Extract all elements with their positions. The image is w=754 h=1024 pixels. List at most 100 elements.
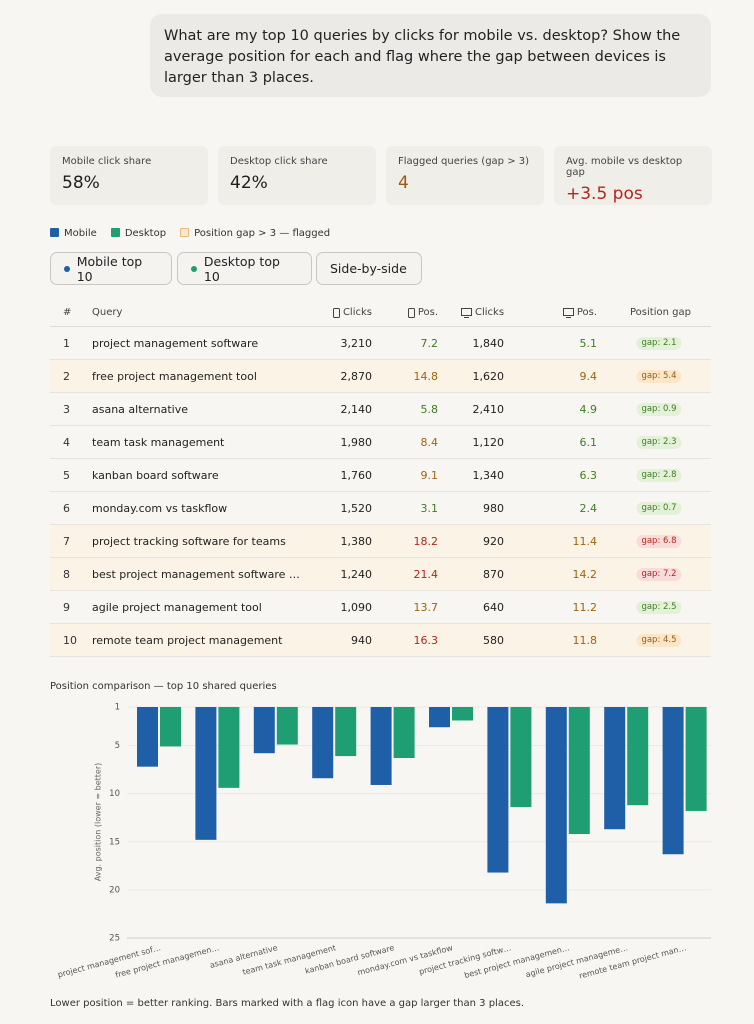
bar	[393, 707, 415, 759]
gap-badge: gap: 0.7	[636, 502, 682, 515]
x-tick-label: free project managemen…	[114, 943, 220, 979]
mobile-position: 18.2	[413, 535, 439, 548]
tab[interactable]: Side-by-side	[316, 252, 422, 285]
legend-label: Position gap > 3 — flagged	[194, 228, 331, 239]
query: asana alternative	[92, 403, 188, 416]
table-row: 8 best project management software … 1,240…	[50, 558, 711, 591]
gap-badge: gap: 2.8	[636, 469, 682, 482]
legend-swatch	[50, 228, 59, 237]
user-message: What are my top 10 queries by clicks for…	[150, 14, 711, 97]
bar	[685, 707, 707, 811]
header-cell: Clicks	[332, 300, 372, 326]
desktop-clicks: 580	[483, 634, 504, 647]
legend-swatch	[110, 228, 120, 237]
header-cell: Pos.	[562, 300, 597, 326]
mobile-position: 9.1	[420, 469, 439, 482]
legend-label: Mobile	[64, 228, 97, 239]
bar	[662, 707, 684, 855]
legend-item: Desktop	[110, 228, 166, 239]
stat-card: Flagged queries (gap > 3) 4	[386, 146, 544, 205]
mobile-clicks: 1,980	[340, 436, 373, 449]
table-row: 6 monday.com vs taskflow 1,520 3.1 980 2.4 gap…	[50, 492, 711, 525]
stat-label: Desktop click share	[230, 156, 328, 167]
desktop-clicks: 1,620	[472, 370, 505, 383]
tab[interactable]: Desktop top 10	[177, 252, 312, 285]
desktop-position: 6.1	[579, 436, 598, 449]
bar	[510, 707, 532, 808]
stat-value: 4	[398, 173, 409, 193]
mobile-clicks: 1,760	[340, 469, 373, 482]
desktop-position: 5.1	[579, 337, 598, 350]
bar	[370, 707, 392, 785]
bar	[253, 707, 275, 754]
desktop-clicks: 920	[483, 535, 504, 548]
legend-item: Mobile	[50, 228, 97, 239]
y-tick-label: 25	[109, 934, 120, 944]
query: remote team project management	[92, 634, 283, 647]
mobile-position: 7.2	[420, 337, 439, 350]
bar	[429, 707, 450, 728]
stat-card: Desktop click share 42%	[218, 146, 376, 205]
desktop-position: 11.2	[572, 601, 598, 614]
mobile-clicks: 940	[351, 634, 372, 647]
legend-swatch	[180, 228, 190, 237]
tab[interactable]: Mobile top 10	[50, 252, 172, 285]
bar	[452, 707, 473, 721]
row-number: 6	[63, 502, 70, 515]
y-tick-label: 5	[115, 741, 120, 751]
stat-card: Mobile click share 58%	[50, 146, 208, 205]
desktop-clicks: 1,840	[472, 337, 505, 350]
table-row: 2 free project management tool 2,870 14.8 1,…	[50, 360, 711, 393]
row-number: 10	[63, 634, 77, 647]
desktop-position: 6.3	[579, 469, 598, 482]
header-text: Pos.	[417, 307, 438, 318]
gap-badge: gap: 5.4	[636, 370, 682, 383]
y-axis-label: Avg. position (lower = better)	[94, 763, 103, 882]
desktop-position: 2.4	[579, 502, 598, 515]
gap-badge: gap: 2.5	[636, 601, 682, 614]
x-tick-label: agile project manageme…	[525, 943, 629, 979]
row-number: 5	[63, 469, 70, 482]
mobile-clicks: 1,380	[340, 535, 373, 548]
query: team task management	[92, 436, 225, 449]
y-tick-label: 15	[109, 837, 120, 847]
legend-item: Position gap > 3 — flagged	[180, 228, 330, 239]
row-number: 3	[63, 403, 70, 416]
stat-card: Avg. mobile vs desktop gap +3.5 pos	[554, 146, 712, 205]
stat-label: Avg. mobile vs desktop gap	[566, 156, 683, 178]
header-text: Pos.	[576, 307, 597, 318]
desktop-clicks: 640	[483, 601, 504, 614]
mobile-position: 21.4	[413, 568, 439, 581]
bar	[604, 707, 626, 830]
mobile-clicks: 1,090	[340, 601, 373, 614]
mobile-clicks: 2,870	[340, 370, 373, 383]
desktop-clicks: 980	[483, 502, 504, 515]
table-row: 10 remote team project management 940 16.3 5…	[50, 624, 711, 657]
mobile-position: 16.3	[413, 634, 439, 647]
gap-badge: gap: 0.9	[636, 403, 682, 416]
mobile-clicks: 3,210	[340, 337, 373, 350]
row-number: 2	[63, 370, 70, 383]
table-row: 4 team task management 1,980 8.4 1,120 6.1 gap…	[50, 426, 711, 459]
desktop-position: 4.9	[579, 403, 598, 416]
header-text: Clicks	[342, 307, 372, 318]
row-number: 8	[63, 568, 70, 581]
bar	[545, 707, 567, 904]
desktop-clicks: 1,340	[472, 469, 505, 482]
header-cell: Position gap	[630, 307, 691, 318]
desktop-clicks: 1,120	[472, 436, 505, 449]
bar	[195, 707, 217, 840]
stat-label: Flagged queries (gap > 3)	[398, 156, 530, 167]
stat-label: Mobile click share	[62, 156, 152, 167]
chart-title: Position comparison — top 10 shared quer…	[50, 681, 277, 692]
desktop-position: 11.8	[572, 634, 598, 647]
table-row: 7 project tracking software for teams 1,38…	[50, 525, 711, 558]
table-row: 1 project management software 3,210 7.2 1,84…	[50, 327, 711, 360]
position-chart: Position comparison — top 10 shared quer…	[50, 681, 711, 981]
bar	[160, 707, 181, 747]
x-tick-label: remote team project man…	[578, 943, 687, 980]
gap-badge: gap: 7.2	[636, 568, 682, 581]
query: best project management software …	[92, 568, 300, 581]
row-number: 4	[63, 436, 70, 449]
